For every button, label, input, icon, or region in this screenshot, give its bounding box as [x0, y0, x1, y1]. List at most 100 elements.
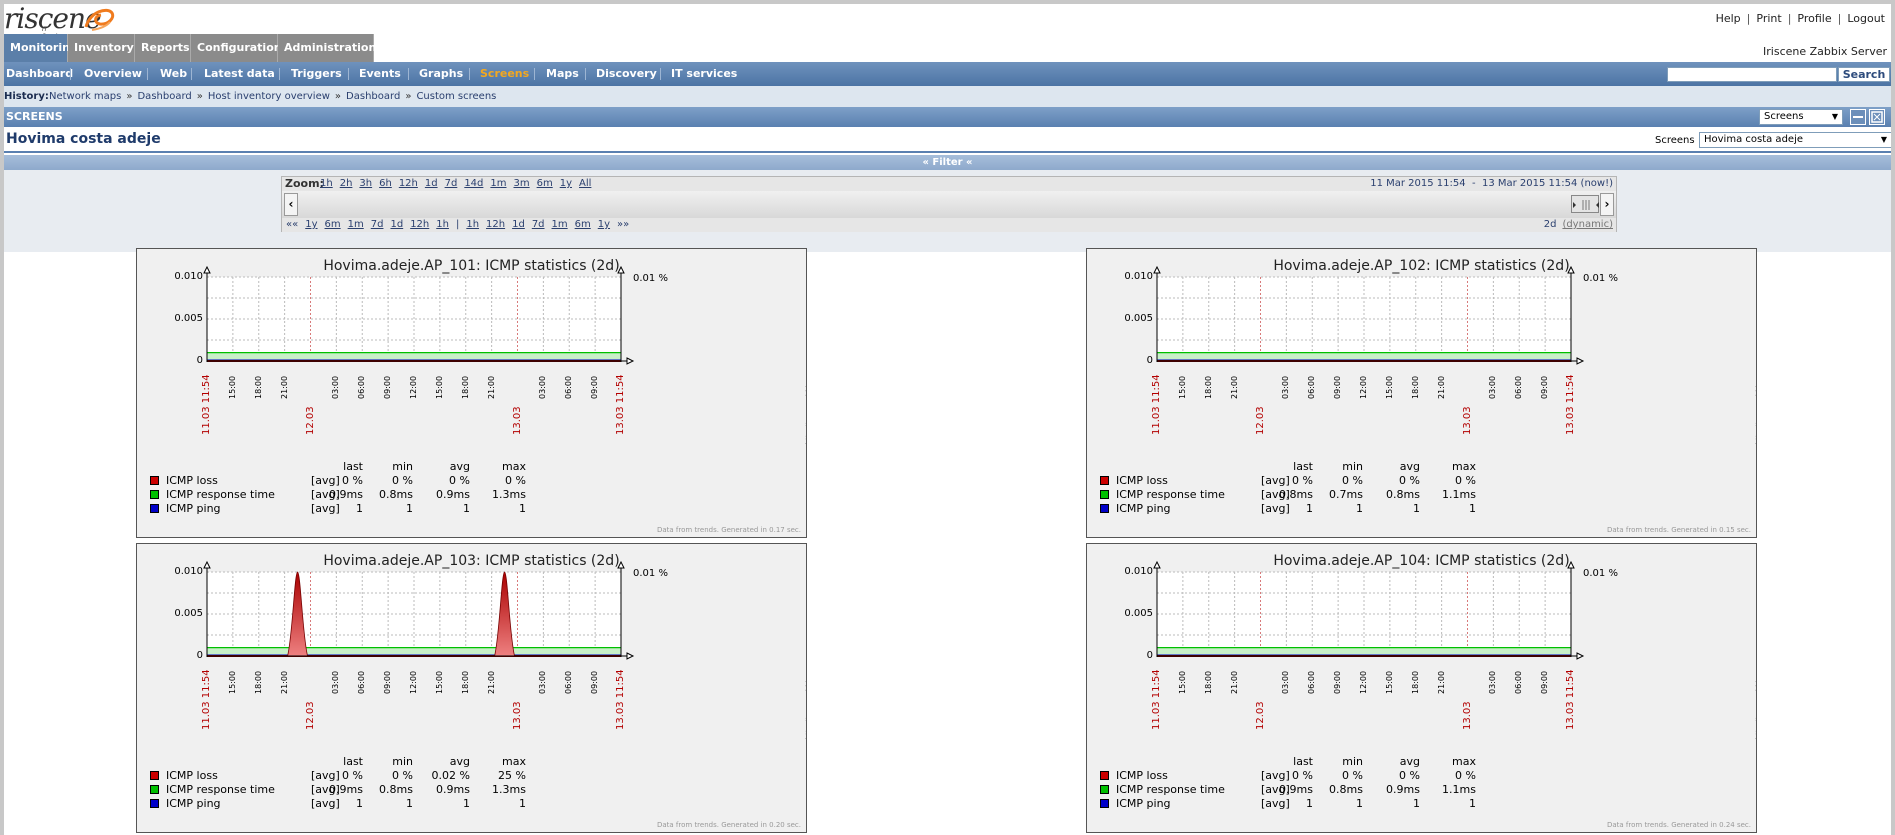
history-item-dashboard-2[interactable]: Dashboard	[346, 91, 401, 102]
scroll-left-button[interactable]: ‹	[284, 193, 298, 216]
submenu-events[interactable]: Events	[359, 67, 401, 80]
tab-configuration[interactable]: Configuration	[191, 34, 282, 62]
legend-value-avg: 1	[1413, 502, 1420, 515]
x-tick-label: 06:00	[1514, 375, 1524, 399]
zoom-option-12[interactable]: All	[579, 178, 592, 189]
y-tick-label: 0.005	[1124, 313, 1153, 324]
zoom-option-6[interactable]: 7d	[444, 178, 458, 189]
zoom-option-1[interactable]: 2h	[339, 178, 353, 189]
minimize-button[interactable]	[1850, 109, 1866, 125]
dynamic-toggle[interactable]: (dynamic)	[1562, 219, 1613, 230]
legend-function: [avg]	[311, 797, 340, 810]
graph-plot	[203, 265, 635, 365]
legend-col-header: avg	[1399, 755, 1420, 768]
legend-value-max: 1	[1469, 502, 1476, 515]
nav-fwd-4[interactable]: 1m	[551, 219, 568, 230]
scroll-handle[interactable]	[1571, 195, 1599, 213]
zoom-option-11[interactable]: 1y	[559, 178, 572, 189]
nav-back-3[interactable]: 1m	[347, 219, 364, 230]
axis-arrow-icon	[617, 560, 625, 569]
graph-plot	[203, 560, 635, 660]
x-tick-label: 18:00	[1203, 375, 1213, 399]
history-item-dashboard[interactable]: Dashboard	[137, 91, 192, 102]
print-link[interactable]: Print	[1756, 12, 1782, 25]
zoom-option-3[interactable]: 6h	[379, 178, 392, 189]
nav-fwd-2[interactable]: 1d	[512, 219, 525, 230]
nav-fwd-7[interactable]: »»	[617, 219, 630, 230]
submenu-discovery[interactable]: Discovery	[596, 67, 657, 80]
help-link[interactable]: Help	[1715, 12, 1741, 25]
zoom-option-5[interactable]: 1d	[424, 178, 438, 189]
profile-link[interactable]: Profile	[1797, 12, 1832, 25]
submenu-screens[interactable]: Screens	[480, 67, 530, 80]
nav-back-0[interactable]: ««	[286, 219, 299, 230]
graph-ap101[interactable]: Hovima.adeje.AP_101: ICMP statistics (2d…	[136, 248, 807, 538]
legend-series-name: ICMP loss	[1116, 769, 1168, 782]
scroll-right-button[interactable]: ›	[1600, 193, 1614, 216]
fullscreen-button[interactable]	[1869, 109, 1885, 125]
top-links: Help | Print | Profile | Logout	[1715, 12, 1885, 25]
search-button[interactable]: Search	[1838, 67, 1890, 82]
submenu-overview[interactable]: Overview	[84, 67, 142, 80]
submenu-triggers[interactable]: Triggers	[291, 67, 342, 80]
history-label: History:	[4, 91, 49, 102]
screen-select[interactable]: Hovima costa adeje ▼	[1699, 132, 1891, 148]
nav-back-5[interactable]: 1d	[390, 219, 404, 230]
nav-back-4[interactable]: 7d	[370, 219, 384, 230]
submenu-graphs[interactable]: Graphs	[419, 67, 464, 80]
submenu-web[interactable]: Web	[160, 67, 188, 80]
graph-ap102[interactable]: Hovima.adeje.AP_102: ICMP statistics (2d…	[1086, 248, 1757, 538]
tab-administration[interactable]: Administration	[278, 34, 376, 62]
x-tick-label: 03:00	[538, 375, 548, 399]
submenu-latest-data[interactable]: Latest data	[204, 67, 275, 80]
nav-back-1[interactable]: 1y	[305, 219, 318, 230]
x-tick-label: 21:00	[279, 375, 289, 399]
nav-back-7[interactable]: 1h	[436, 219, 449, 230]
history-item-host-inventory[interactable]: Host inventory overview	[207, 91, 330, 102]
tab-monitoring[interactable]: Monitoring	[4, 34, 78, 62]
filter-toggle[interactable]: « Filter «	[4, 155, 1891, 170]
tab-inventory[interactable]: Inventory	[68, 34, 135, 62]
graph-ap103[interactable]: Hovima.adeje.AP_103: ICMP statistics (2d…	[136, 543, 807, 833]
graph-footer: Data from trends. Generated in 0.20 sec.	[656, 821, 801, 829]
search-input[interactable]	[1667, 67, 1837, 82]
legend-value-last: 0 %	[342, 769, 363, 782]
zoom-option-7[interactable]: 14d	[464, 178, 484, 189]
axis-arrow-icon	[617, 265, 625, 274]
history-item-network-maps[interactable]: Network maps	[49, 91, 122, 102]
graph-ap104[interactable]: Hovima.adeje.AP_104: ICMP statistics (2d…	[1086, 543, 1757, 833]
nav-fwd-3[interactable]: 7d	[531, 219, 545, 230]
screens-type-select[interactable]: Screens ▼	[1759, 109, 1843, 125]
submenu-dashboard[interactable]: Dashboard	[6, 67, 74, 80]
submenu-maps[interactable]: Maps	[546, 67, 579, 80]
loss-spike-1	[494, 571, 516, 657]
zoom-option-2[interactable]: 3h	[359, 178, 373, 189]
legend-row: ICMP ping [avg] 1 1 1 1	[150, 797, 550, 811]
nav-fwd-5[interactable]: 6m	[574, 219, 591, 230]
history-item-custom-screens[interactable]: Custom screens	[416, 91, 497, 102]
submenu-it-services[interactable]: IT services	[671, 67, 738, 80]
tab-reports[interactable]: Reports	[135, 34, 191, 62]
legend-col-header: avg	[449, 460, 470, 473]
legend-value-last: 0.9ms	[329, 488, 363, 501]
nav-back-2[interactable]: 6m	[324, 219, 341, 230]
x-tick-label: 09:00	[383, 375, 393, 399]
legend-col-header: avg	[1399, 460, 1420, 473]
zoom-option-8[interactable]: 1m	[490, 178, 507, 189]
legend-series-name: ICMP loss	[166, 474, 218, 487]
timeline-scrollbar[interactable]: ‹ ›	[282, 191, 1616, 218]
zoom-option-10[interactable]: 6m	[536, 178, 553, 189]
nav-fwd-0[interactable]: 1h	[466, 219, 480, 230]
grip-icon	[1573, 200, 1599, 210]
nav-fwd-1[interactable]: 12h	[486, 219, 506, 230]
zoom-option-4[interactable]: 12h	[398, 178, 418, 189]
logout-link[interactable]: Logout	[1847, 12, 1885, 25]
x-tick-label: 21:00	[486, 670, 496, 694]
period-nav-links: «« 1y 6m 1m 7d 1d 12h 1h | 1h 12h 1d 7d 1m 6m 1y »»	[286, 218, 636, 232]
zoom-option-0[interactable]: 1h	[320, 178, 333, 189]
nav-fwd-6[interactable]: 1y	[597, 219, 611, 230]
x-tick-label: 13.03	[1461, 406, 1473, 435]
nav-back-6[interactable]: 12h	[410, 219, 430, 230]
legend-row: ICMP ping [avg] 1 1 1 1	[150, 502, 550, 516]
zoom-option-9[interactable]: 3m	[513, 178, 530, 189]
